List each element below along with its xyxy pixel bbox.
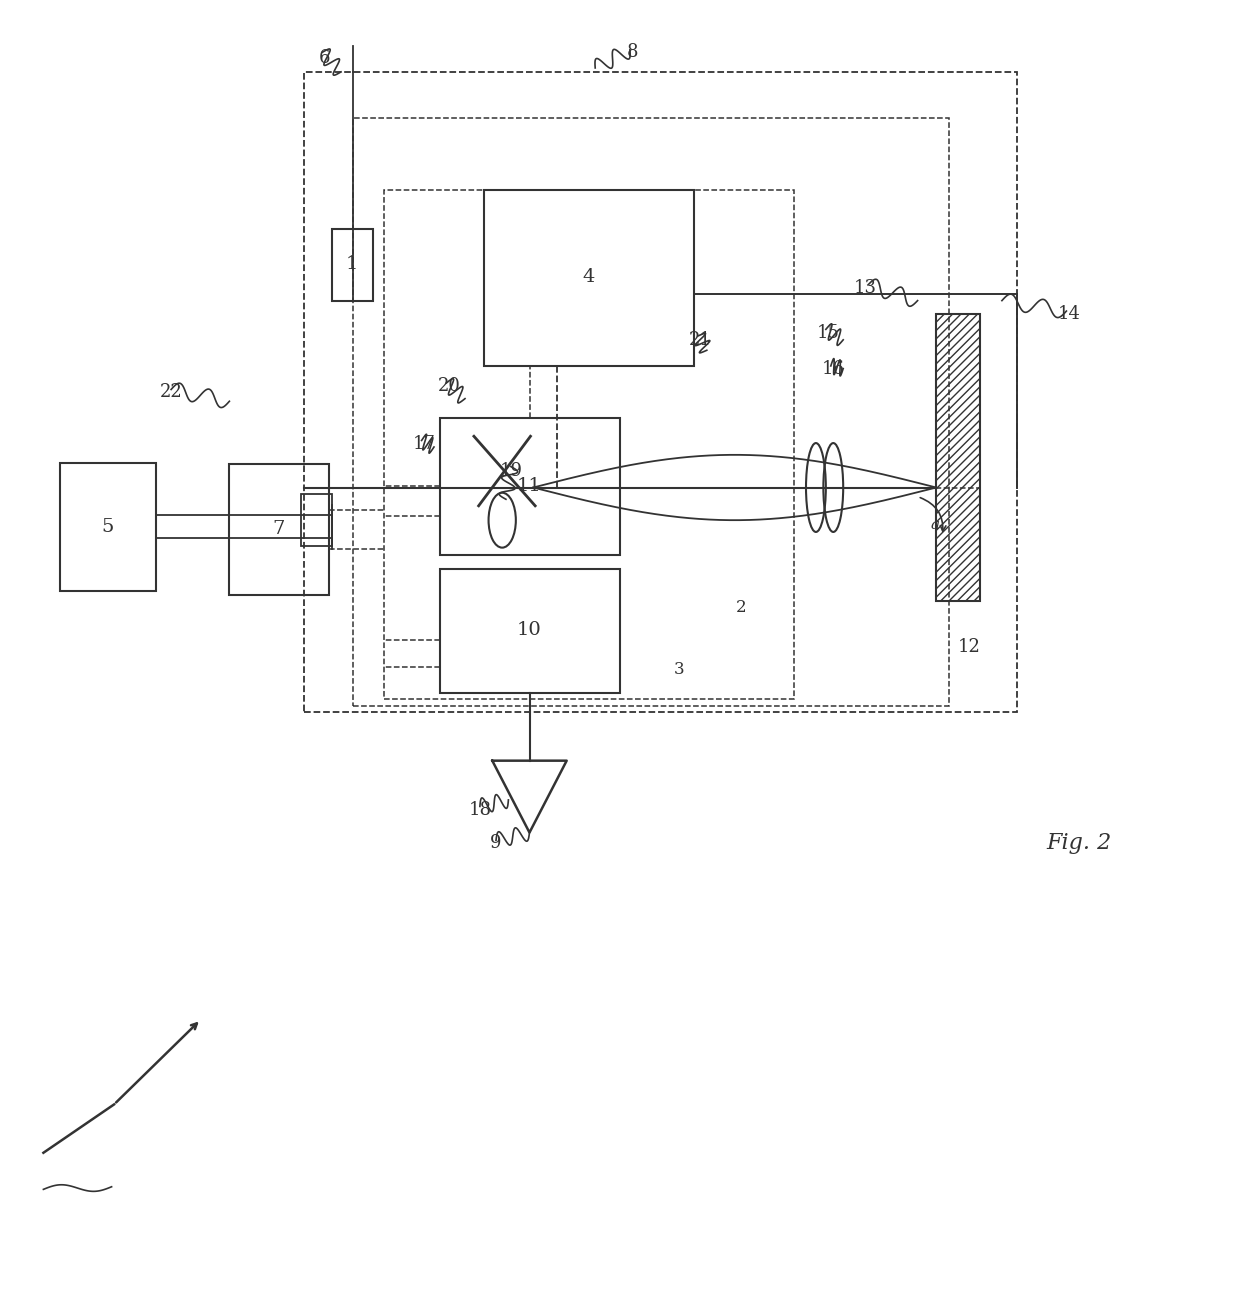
- Text: 7: 7: [273, 520, 285, 538]
- Bar: [484, 190, 694, 366]
- Bar: [229, 464, 329, 595]
- Text: 14: 14: [1058, 305, 1080, 323]
- Text: 21: 21: [689, 331, 712, 349]
- Bar: [301, 494, 332, 546]
- Text: 11: 11: [517, 477, 542, 495]
- Text: 3: 3: [675, 660, 684, 678]
- Text: 20: 20: [438, 376, 460, 395]
- Text: 5: 5: [102, 518, 114, 536]
- Text: 8: 8: [626, 43, 639, 61]
- Text: 13: 13: [854, 278, 877, 297]
- Bar: [384, 190, 794, 699]
- Text: 16: 16: [822, 359, 844, 378]
- Text: 6: 6: [319, 48, 331, 67]
- Bar: [332, 229, 373, 301]
- Text: 22: 22: [160, 383, 182, 401]
- Bar: [440, 418, 620, 555]
- Text: 9: 9: [490, 834, 502, 852]
- Bar: [936, 314, 980, 601]
- Text: 4: 4: [583, 268, 595, 286]
- Text: 10: 10: [517, 621, 542, 639]
- Text: a: a: [930, 519, 940, 532]
- Text: 19: 19: [500, 461, 522, 480]
- Text: Fig. 2: Fig. 2: [1047, 833, 1111, 853]
- Text: 12: 12: [959, 638, 981, 656]
- Bar: [440, 569, 620, 693]
- Text: 17: 17: [413, 435, 435, 454]
- Text: 2: 2: [737, 599, 746, 617]
- Bar: [304, 72, 1017, 712]
- Text: 15: 15: [817, 324, 839, 342]
- Text: 1: 1: [346, 255, 358, 273]
- Text: 18: 18: [469, 801, 491, 819]
- Bar: [60, 463, 156, 591]
- Bar: [353, 118, 949, 706]
